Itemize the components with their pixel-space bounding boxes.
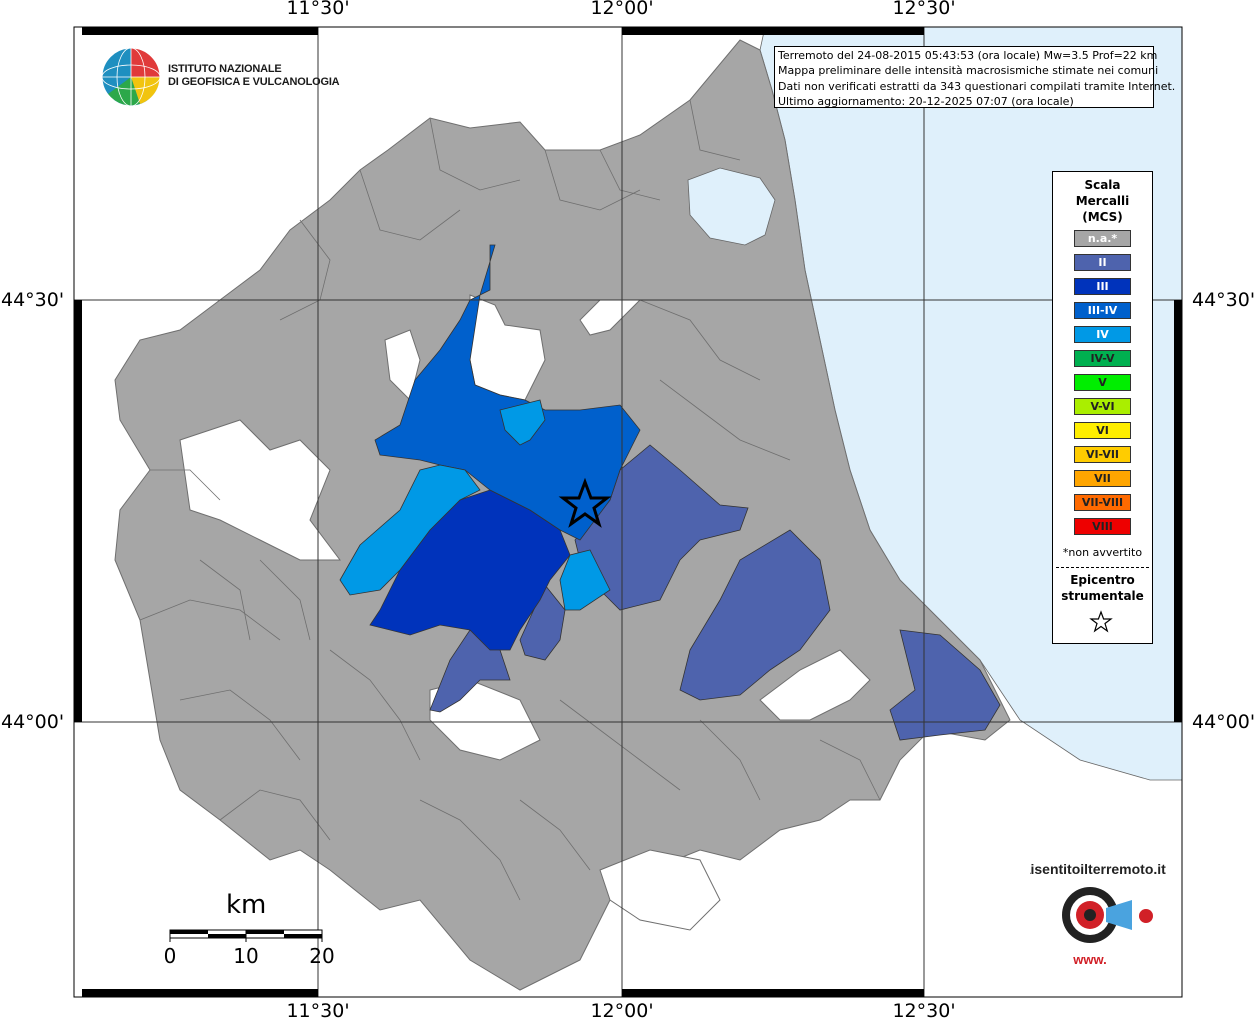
event-info-box: Terremoto del 24-08-2015 05:43:53 (ora l… bbox=[774, 46, 1176, 108]
legend-item-vii-viii: VII-VIII bbox=[1074, 494, 1131, 511]
legend-title-2: Mercalli bbox=[1075, 194, 1130, 208]
legend-epicenter-label-1: Epicentro bbox=[1070, 573, 1135, 587]
intensity-legend: Scala Mercalli (MCS) n.a.* II III III-IV… bbox=[1052, 171, 1153, 644]
legend-star-icon bbox=[1089, 610, 1113, 633]
haisentito-logo: haisentitoilterremoto.it www. bbox=[1014, 860, 1170, 980]
area-no-data-3 bbox=[579, 299, 642, 336]
lon-tick-top-2: 12°00' bbox=[590, 0, 654, 19]
legend-item-vi-vii: VI-VII bbox=[1074, 446, 1131, 463]
haisentito-name: haisentitoilterremoto.it bbox=[1030, 861, 1166, 877]
ingv-globe-icon bbox=[101, 47, 161, 107]
scale-label-20: 20 bbox=[309, 944, 335, 968]
commune-borders bbox=[139, 99, 881, 901]
haisentito-prefix: www. bbox=[1072, 952, 1106, 967]
haisentito-target-icon: haisentitoilterremoto.it www. bbox=[1014, 861, 1166, 967]
legend-item-vi: VI bbox=[1074, 422, 1131, 439]
logo-line-2: DI GEOFISICA E VULCANOLOGIA bbox=[168, 76, 340, 88]
info-line-4: Ultimo aggiornamento: 20-12-2025 07:07 (… bbox=[778, 94, 1074, 108]
legend-separator bbox=[1056, 567, 1149, 568]
area-no-data-5 bbox=[759, 649, 871, 721]
logo-line-1: ISTITUTO NAZIONALE bbox=[168, 63, 282, 75]
lon-tick-top-1: 11°30' bbox=[286, 0, 350, 19]
valli-di-comacchio bbox=[687, 167, 776, 246]
scale-bar-graphic bbox=[169, 929, 323, 942]
legend-item-v-vi: V-VI bbox=[1074, 398, 1131, 415]
lon-tick-bottom-1: 11°30' bbox=[286, 1000, 350, 1022]
area-no-data-6 bbox=[599, 849, 721, 931]
area-no-data-1 bbox=[179, 419, 341, 561]
legend-item-v: V bbox=[1074, 374, 1131, 391]
intensity-ii-areas bbox=[429, 444, 1001, 741]
lat-tick-left-2: 44°00' bbox=[1, 711, 65, 733]
lon-tick-bottom-3: 12°30' bbox=[892, 1000, 956, 1022]
legend-item-na: n.a.* bbox=[1074, 230, 1131, 247]
scale-bar: km 0 10 20 bbox=[160, 890, 340, 970]
legend-item-ii: II bbox=[1074, 254, 1131, 271]
legend-title-1: Scala bbox=[1084, 178, 1121, 192]
legend-note: *non avvertito bbox=[1062, 546, 1143, 559]
lon-tick-top-3: 12°30' bbox=[892, 0, 956, 19]
scale-unit: km bbox=[226, 890, 267, 920]
lon-tick-bottom-2: 12°00' bbox=[590, 1000, 654, 1022]
lat-tick-right-1: 44°30' bbox=[1192, 289, 1255, 311]
lat-tick-right-2: 44°00' bbox=[1192, 711, 1255, 733]
graticule bbox=[74, 27, 1182, 997]
ingv-logo: ISTITUTO NAZIONALE DI GEOFISICA E VULCAN… bbox=[100, 46, 340, 110]
legend-item-iii: III bbox=[1074, 278, 1131, 295]
scale-label-0: 0 bbox=[163, 944, 177, 968]
info-line-3: Dati non verificati estratti da 343 ques… bbox=[778, 79, 1176, 93]
legend-item-iv: IV bbox=[1074, 326, 1131, 343]
legend-epicenter-label-2: strumentale bbox=[1061, 589, 1144, 603]
info-line-1: Terremoto del 24-08-2015 05:43:53 (ora l… bbox=[778, 49, 1158, 62]
epicenter-star bbox=[558, 477, 612, 528]
info-line-2: Mappa preliminare delle intensità macros… bbox=[778, 64, 1159, 78]
legend-item-iv-v: IV-V bbox=[1074, 350, 1131, 367]
frame-checker bbox=[74, 27, 1182, 997]
intensity-iv-areas bbox=[339, 399, 611, 611]
intensity-iii-iv-area bbox=[374, 244, 641, 541]
legend-item-vii: VII bbox=[1074, 470, 1131, 487]
legend-item-iii-iv: III-IV bbox=[1074, 302, 1131, 319]
legend-title-3: (MCS) bbox=[1082, 210, 1123, 224]
legend-item-viii: VIII bbox=[1074, 518, 1131, 535]
lat-tick-left-1: 44°30' bbox=[1, 289, 65, 311]
scale-label-10: 10 bbox=[233, 944, 259, 968]
